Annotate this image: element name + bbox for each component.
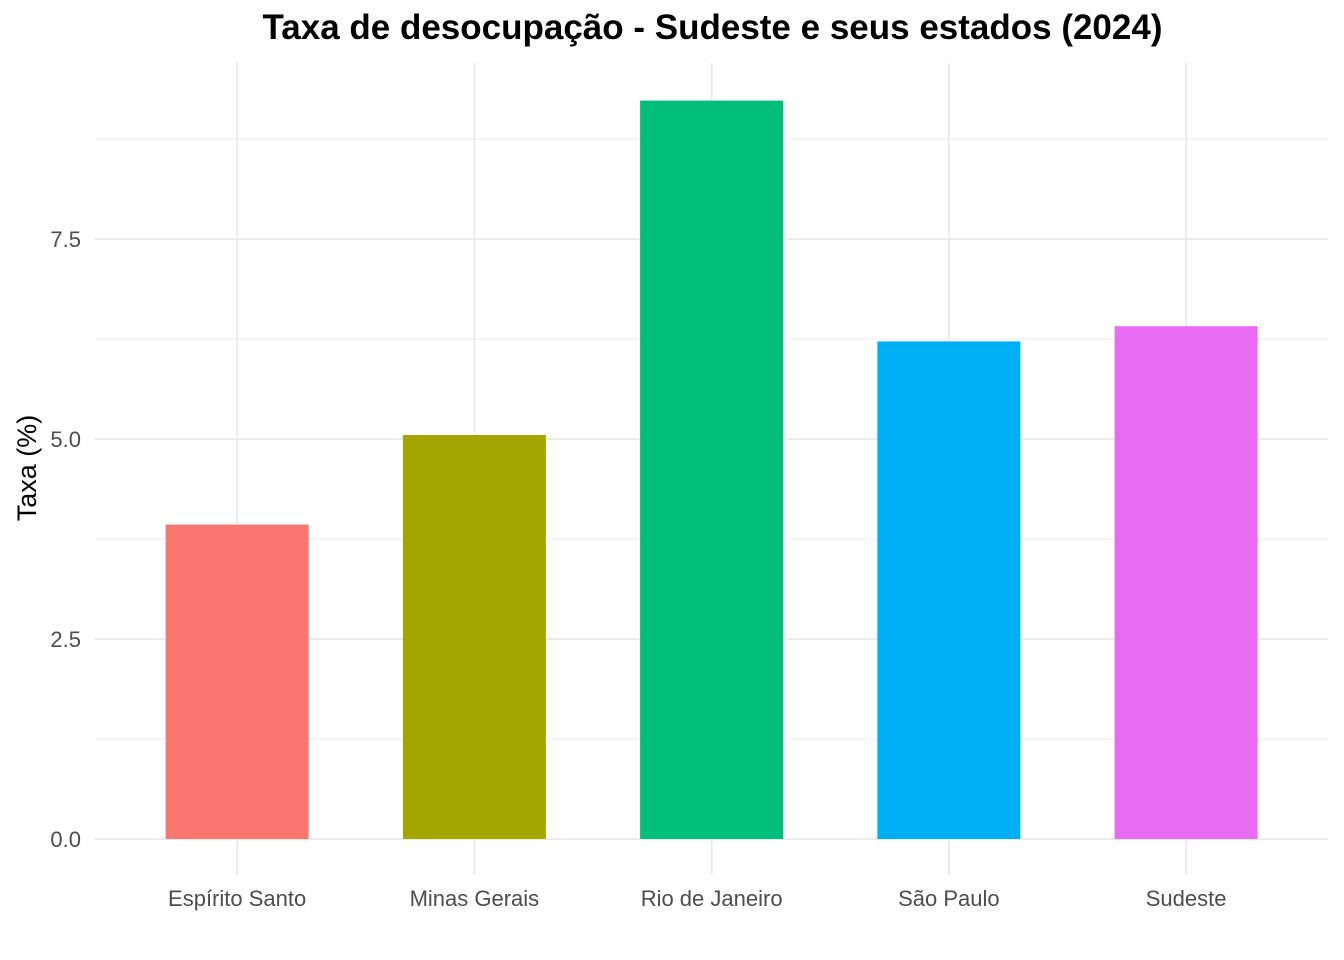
x-tick-label: Minas Gerais <box>410 886 540 911</box>
y-tick-label: 2.5 <box>50 627 81 652</box>
x-tick-label: Espírito Santo <box>168 886 306 911</box>
x-tick-label: Sudeste <box>1146 886 1227 911</box>
x-tick-label: Rio de Janeiro <box>641 886 783 911</box>
y-tick-label: 5.0 <box>50 427 81 452</box>
bar-espirito-santo <box>165 524 309 839</box>
x-tick-label: São Paulo <box>898 886 1000 911</box>
bar-sao-paulo <box>877 341 1021 839</box>
bars <box>165 100 1258 840</box>
x-axis-ticks: Espírito Santo Minas Gerais Rio de Janeiro… <box>168 886 1226 911</box>
y-axis-title: Taxa (%) <box>12 415 42 522</box>
y-tick-label: 0.0 <box>50 827 81 852</box>
bar-rio-de-janeiro <box>640 100 784 840</box>
bar-sudeste <box>1114 326 1258 839</box>
chart-title: Taxa de desocupação - Sudeste e seus est… <box>262 8 1163 47</box>
y-axis-ticks: 0.0 2.5 5.0 7.5 <box>50 227 81 852</box>
bar-minas-gerais <box>402 435 546 839</box>
y-tick-label: 7.5 <box>50 227 81 252</box>
